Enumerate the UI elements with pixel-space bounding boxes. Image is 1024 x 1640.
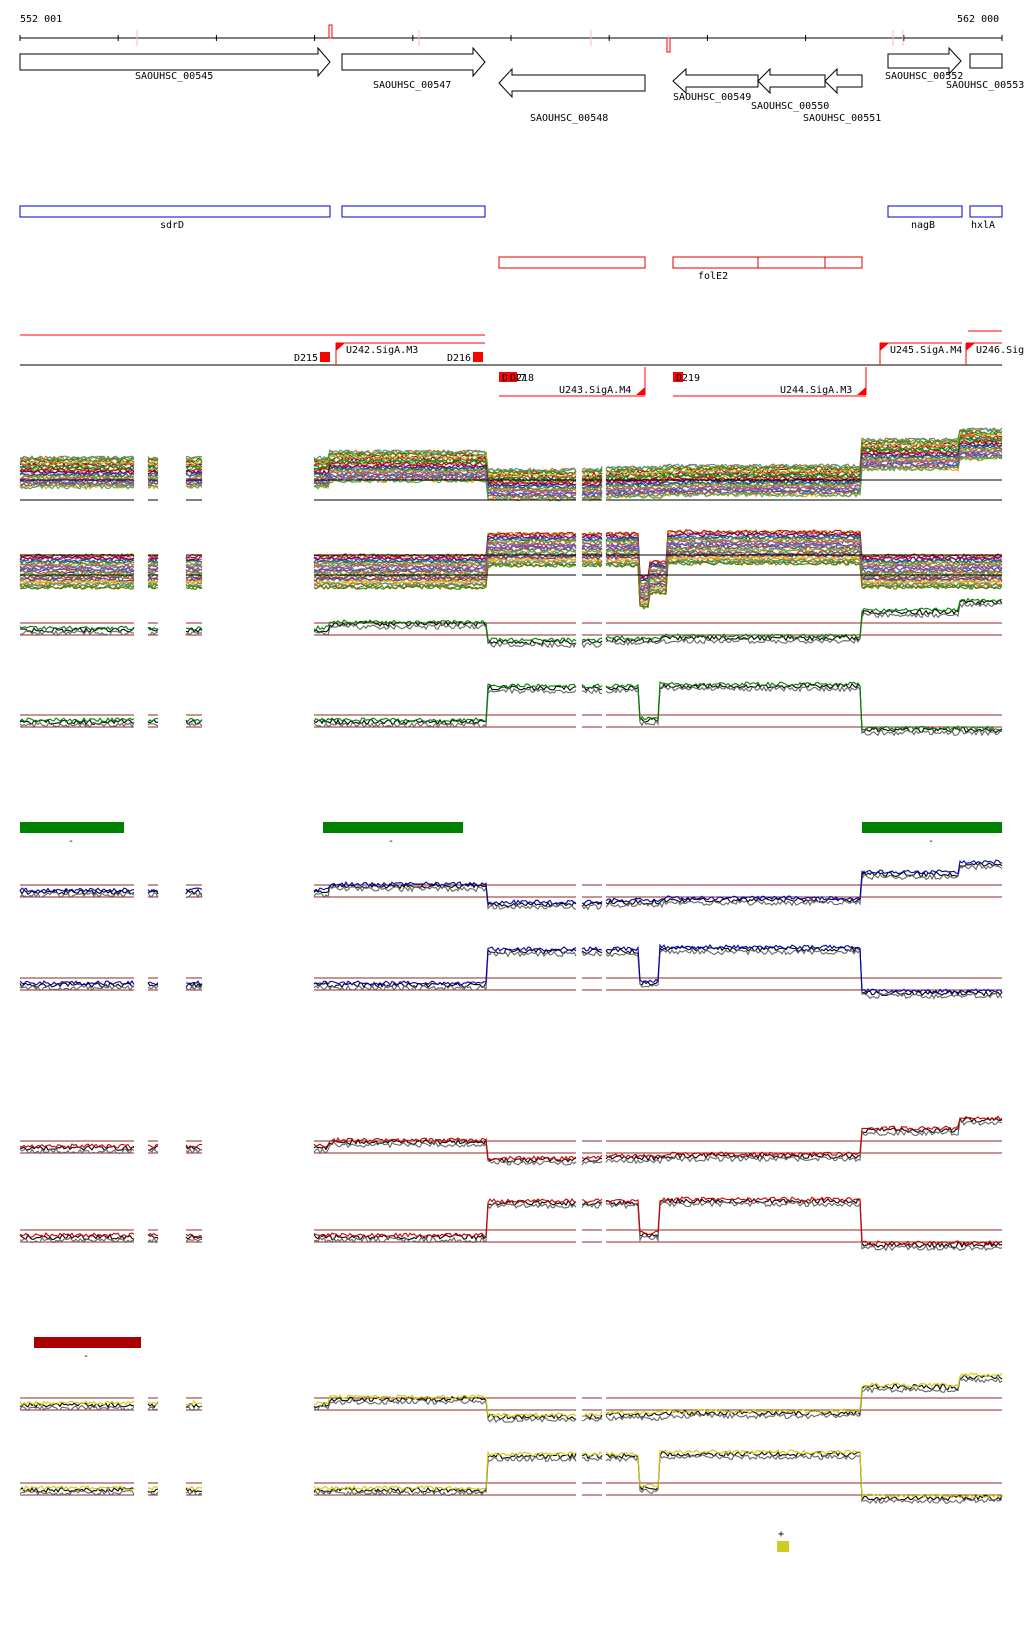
promoter-label: U244.SigA.M3 (780, 385, 852, 396)
promoter-mark (335, 343, 345, 365)
terminator-mark (499, 372, 509, 382)
gene-name-label: hxlA (971, 220, 995, 231)
condition-bar (862, 822, 1002, 833)
promoter-mark (636, 367, 646, 395)
gene-arrow[interactable]: SAOUHSC_00549 (672, 67, 759, 103)
gene-arrow[interactable]: SAOUHSC_00550 (751, 67, 829, 112)
terminator-label: D219 (676, 373, 700, 384)
gene-name-track-forward: sdrD nagB hxlA (19, 205, 1003, 231)
condition-bars: - - - - (20, 822, 1002, 1362)
terminator-mark (507, 372, 517, 382)
promoter-mark (965, 343, 975, 365)
terminator-mark (473, 352, 483, 362)
terminator-mark (673, 372, 683, 382)
terminator-label: D215 (294, 353, 318, 364)
terminator-label: D218 (510, 373, 534, 384)
terminator-mark (320, 352, 330, 362)
gene-label: SAOUHSC_00548 (530, 113, 608, 124)
gene-label: SAOUHSC_00553 (946, 80, 1024, 91)
gene-arrow[interactable]: SAOUHSC_00552 (885, 46, 963, 82)
condition-bar-label: - (928, 836, 934, 847)
coord-start: 552 001 (20, 14, 62, 25)
condition-bar (20, 822, 124, 833)
condition-bar-label: - (388, 836, 394, 847)
gene-label: SAOUHSC_00545 (135, 71, 213, 82)
gene-name-track-reverse: folE2 (498, 256, 863, 282)
condition-bar (34, 1337, 141, 1348)
promoter-label: U242.SigA.M3 (346, 345, 418, 356)
gene-name-label: nagB (911, 220, 935, 231)
promoter-mark (857, 367, 867, 395)
condition-bar-label: - (83, 1351, 89, 1362)
coord-end: 562 000 (957, 14, 999, 25)
promoter-mark (879, 343, 889, 365)
gene-label: SAOUHSC_00552 (885, 71, 963, 82)
gene-label: SAOUHSC_00547 (373, 80, 451, 91)
condition-bar-label: - (68, 836, 74, 847)
gene-arrow[interactable]: SAOUHSC_00548 (498, 67, 646, 124)
expression-tracks (19, 427, 1003, 1505)
coordinate-ruler: 552 001 562 000 (19, 14, 1003, 53)
legend-symbol: + (778, 1529, 784, 1540)
terminator-label: D216 (447, 353, 471, 364)
gene-label: SAOUHSC_00550 (751, 101, 829, 112)
promoter-label: U243.SigA.M4 (559, 385, 631, 396)
gene-arrow[interactable]: SAOUHSC_00553 (946, 53, 1024, 91)
legend-swatch (777, 1541, 789, 1552)
legend: + (777, 1529, 789, 1552)
promoter-label: U245.SigA.M4 (890, 345, 962, 356)
gene-name-label: folE2 (698, 271, 728, 282)
gene-name-label: sdrD (160, 220, 184, 231)
gene-arrow[interactable]: SAOUHSC_00551 (803, 67, 881, 124)
gene-label: SAOUHSC_00551 (803, 113, 881, 124)
transcription-unit-track: D215D216D217D218D219U242.SigA.M3U243.Sig… (20, 330, 1024, 397)
promoter-label: U246.Sig (976, 345, 1024, 356)
gene-track: SAOUHSC_00545 SAOUHSC_00547 SAOUHSC_0054… (19, 46, 1024, 124)
gene-arrow[interactable]: SAOUHSC_00545 (19, 46, 331, 82)
gene-label: SAOUHSC_00549 (673, 92, 751, 103)
gene-arrow[interactable]: SAOUHSC_00547 (341, 46, 486, 91)
condition-bar (323, 822, 463, 833)
